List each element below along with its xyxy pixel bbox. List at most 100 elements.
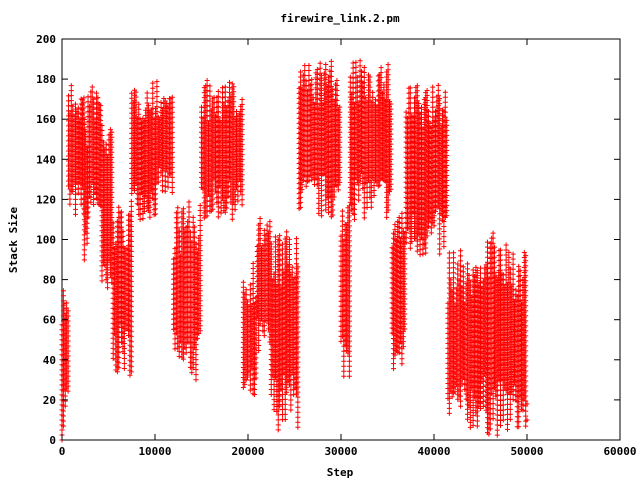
data-point-7 <box>132 182 138 188</box>
data-point-15 <box>341 358 347 364</box>
data-point-7 <box>136 106 142 112</box>
data-point-13 <box>286 256 292 262</box>
data-point-16 <box>350 70 356 76</box>
data-point-6 <box>128 244 134 250</box>
data-point-8 <box>161 95 167 101</box>
data-point-2 <box>70 108 76 114</box>
data-point-1 <box>65 343 71 349</box>
data-point-13 <box>286 241 292 247</box>
data-point-8 <box>169 94 175 100</box>
data-point-0 <box>60 293 66 299</box>
data-point-5 <box>109 164 115 170</box>
data-point-16 <box>350 60 356 66</box>
data-point-9 <box>186 204 192 210</box>
data-point-1 <box>65 358 71 364</box>
data-point-9 <box>193 377 199 383</box>
data-point-5 <box>109 139 115 145</box>
data-point-5 <box>99 273 105 279</box>
data-point-1 <box>64 300 70 306</box>
data-point-13 <box>282 416 288 422</box>
data-point-6 <box>110 335 116 341</box>
data-point-8 <box>162 168 168 174</box>
data-point-11 <box>240 279 246 285</box>
data-point-2 <box>73 101 79 107</box>
data-point-7 <box>150 80 156 86</box>
data-point-1 <box>61 301 67 307</box>
data-point-7 <box>137 216 143 222</box>
data-point-6 <box>120 228 126 234</box>
data-point-8 <box>169 119 175 125</box>
data-point-8 <box>169 129 175 135</box>
data-point-9 <box>176 243 182 249</box>
data-point-7 <box>136 101 142 107</box>
data-point-4 <box>91 106 97 112</box>
data-point-9 <box>197 223 203 229</box>
data-point-5 <box>107 127 113 133</box>
data-point-7 <box>144 90 150 96</box>
data-point-13 <box>293 246 299 252</box>
data-point-1 <box>65 348 71 354</box>
data-point-9 <box>175 205 181 211</box>
data-point-14 <box>319 203 325 209</box>
data-point-6 <box>128 198 134 204</box>
data-point-4 <box>91 111 97 117</box>
data-point-9 <box>175 220 181 226</box>
data-point-7 <box>155 179 161 185</box>
data-point-14 <box>319 198 325 204</box>
data-point-10 <box>239 202 245 208</box>
data-point-16 <box>347 79 353 85</box>
data-point-6 <box>121 366 127 372</box>
data-point-12 <box>256 327 262 333</box>
data-point-14 <box>306 72 312 78</box>
data-point-4 <box>85 209 91 215</box>
data-point-14 <box>323 62 329 68</box>
data-point-7 <box>153 196 159 202</box>
data-point-6 <box>120 233 126 239</box>
data-point-5 <box>99 263 105 269</box>
data-point-9 <box>190 219 196 225</box>
data-point-6 <box>110 235 116 241</box>
data-point-5 <box>109 194 115 200</box>
data-point-6 <box>114 369 120 375</box>
data-point-7 <box>146 102 152 108</box>
data-point-4 <box>98 113 104 119</box>
data-point-15 <box>341 363 347 369</box>
data-point-6 <box>127 372 133 378</box>
data-point-3 <box>81 242 87 248</box>
data-point-7 <box>154 79 160 85</box>
data-point-13 <box>282 411 288 417</box>
data-point-15 <box>341 353 347 359</box>
data-point-9 <box>172 346 178 352</box>
data-point-6 <box>110 355 116 361</box>
data-point-7 <box>137 201 143 207</box>
data-point-10 <box>232 207 238 213</box>
data-point-14 <box>326 200 332 206</box>
data-point-5 <box>105 280 111 286</box>
data-point-7 <box>147 204 153 210</box>
data-point-9 <box>175 210 181 216</box>
data-point-4 <box>98 108 104 114</box>
data-point-12 <box>256 342 262 348</box>
data-point-4 <box>93 90 99 96</box>
data-point-14 <box>319 193 325 199</box>
data-point-5 <box>109 179 115 185</box>
data-point-6 <box>128 269 134 275</box>
data-point-2 <box>75 110 81 116</box>
data-point-1 <box>64 305 70 311</box>
data-point-6 <box>110 345 116 351</box>
data-point-9 <box>176 248 182 254</box>
data-point-8 <box>169 99 175 105</box>
data-point-13 <box>293 236 299 242</box>
data-point-6 <box>128 354 134 360</box>
data-point-6 <box>128 203 134 209</box>
data-point-3 <box>84 220 90 226</box>
data-point-6 <box>128 289 134 295</box>
data-point-7 <box>140 216 146 222</box>
data-point-3 <box>81 232 87 238</box>
data-points <box>59 58 530 443</box>
data-point-16 <box>347 74 353 80</box>
data-point-4 <box>98 118 104 124</box>
data-point-4 <box>88 199 94 205</box>
data-point-3 <box>84 230 90 236</box>
